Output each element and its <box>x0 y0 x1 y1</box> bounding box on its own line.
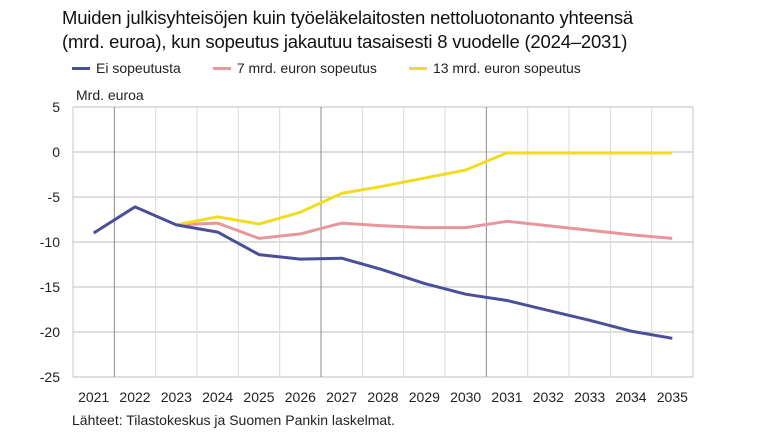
y-tick-label: -10 <box>40 234 60 250</box>
x-tick-label: 2031 <box>491 389 522 405</box>
x-tick-label: 2033 <box>574 389 605 405</box>
y-tick-label: -5 <box>48 189 61 205</box>
y-tick-label: -15 <box>40 279 60 295</box>
x-tick-label: 2026 <box>285 389 316 405</box>
y-tick-label: -25 <box>40 369 60 385</box>
legend-item-ei-sopeutusta: Ei sopeutusta <box>72 60 181 76</box>
legend-label: Ei sopeutusta <box>96 60 181 76</box>
x-tick-label: 2023 <box>161 389 192 405</box>
legend-item-13-mrd: 13 mrd. euron sopeutus <box>408 60 581 76</box>
chart-title: Muiden julkisyhteisöjen kuin työeläkelai… <box>62 6 633 54</box>
source-note: Lähteet: Tilastokeskus ja Suomen Pankin … <box>72 412 395 428</box>
legend-label: 7 mrd. euron sopeutus <box>236 60 377 76</box>
x-tick-label: 2035 <box>657 389 688 405</box>
series-line-13-mrd <box>176 151 673 227</box>
legend-swatch-7-mrd <box>212 66 231 70</box>
legend-item-7-mrd: 7 mrd. euron sopeutus <box>212 60 377 76</box>
x-tick-label: 2027 <box>326 389 357 405</box>
y-tick-label: -20 <box>40 324 60 340</box>
legend-swatch-13-mrd <box>408 66 427 70</box>
x-tick-label: 2028 <box>367 389 398 405</box>
legend-swatch-ei-sopeutusta <box>72 66 90 70</box>
x-tick-label: 2030 <box>450 389 481 405</box>
chart-title-line-1: Muiden julkisyhteisöjen kuin työeläkelai… <box>62 7 633 28</box>
x-tick-label: 2024 <box>202 389 233 405</box>
x-tick-label: 2022 <box>119 389 150 405</box>
legend-label: 13 mrd. euron sopeutus <box>432 60 581 76</box>
x-tick-label: 2021 <box>78 389 109 405</box>
y-tick-label: 0 <box>52 144 60 160</box>
legend: Ei sopeutusta 7 mrd. euron sopeutus 13 m… <box>72 60 613 76</box>
y-axis-label: Mrd. euroa <box>76 87 144 103</box>
chart-title-line-2: (mrd. euroa), kun sopeutus jakautuu tasa… <box>62 31 628 52</box>
x-tick-label: 2029 <box>409 389 440 405</box>
x-tick-label: 2025 <box>243 389 274 405</box>
x-tick-label: 2034 <box>615 389 646 405</box>
x-tick-label: 2032 <box>533 389 564 405</box>
y-tick-label: 5 <box>52 99 60 115</box>
